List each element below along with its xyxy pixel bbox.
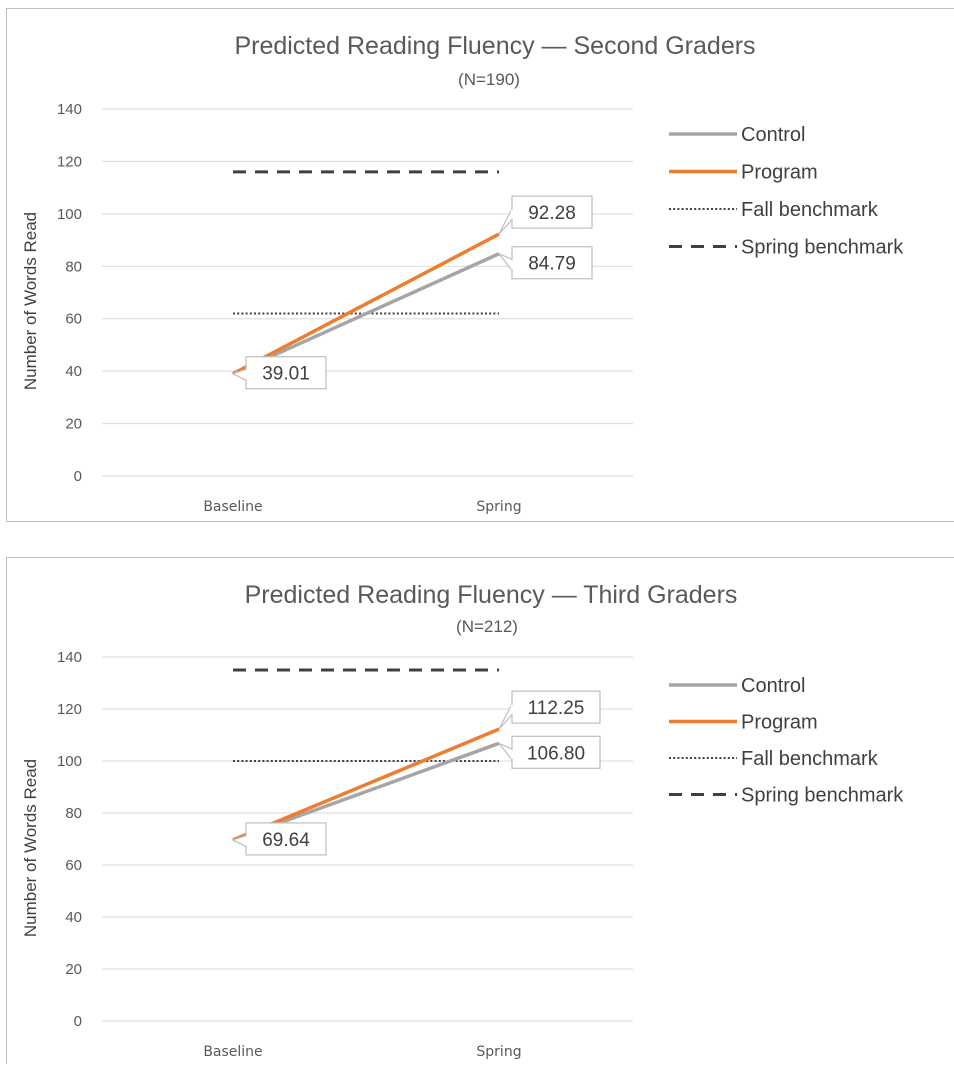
legend-label: Control <box>741 124 805 146</box>
y-tick-label: 20 <box>65 416 82 433</box>
legend-label: Program <box>741 162 818 184</box>
chart-title: Predicted Reading Fluency — Second Grade… <box>234 32 755 60</box>
legend: Control Program Fall benchmark Spring bench… <box>669 124 904 259</box>
legend-item-spring-benchmark: Spring benchmark <box>669 237 904 259</box>
data-label-text: 112.25 <box>528 698 585 719</box>
x-tick-label: Spring <box>476 1044 521 1060</box>
x-tick-label: Baseline <box>203 1044 262 1060</box>
y-tick-label: 40 <box>65 363 82 380</box>
x-tick-label: Baseline <box>203 499 262 515</box>
chart-subtitle: (N=212) <box>456 617 518 636</box>
legend: Control Program Fall benchmark Spring bench… <box>669 675 904 807</box>
series-line-program <box>232 727 500 842</box>
data-label: 39.01 <box>231 356 327 390</box>
data-labels: 112.25 106.80 69.64 <box>231 690 601 856</box>
y-tick-label: 140 <box>57 101 82 118</box>
series-line-control <box>232 252 500 376</box>
legend-label: Spring benchmark <box>741 237 904 259</box>
y-tick-label: 100 <box>57 206 82 223</box>
legend-item-fall-benchmark: Fall benchmark <box>669 748 879 770</box>
y-tick-label: 80 <box>65 258 82 275</box>
legend-label: Fall benchmark <box>741 748 879 770</box>
legend-item-control: Control <box>669 124 805 146</box>
legend-label: Fall benchmark <box>741 199 879 221</box>
y-tick-label: 80 <box>65 805 82 822</box>
y-tick-labels: 0 20 40 60 80 100 120 140 <box>57 101 82 485</box>
legend-label: Program <box>741 712 818 734</box>
legend-label: Spring benchmark <box>741 785 904 807</box>
y-tick-label: 100 <box>57 753 82 770</box>
legend-item-program: Program <box>669 162 818 184</box>
data-label-text: 92.28 <box>528 203 576 224</box>
legend-item-program: Program <box>669 712 818 734</box>
legend-label: Control <box>741 675 805 697</box>
y-tick-label: 0 <box>74 468 82 485</box>
y-axis-label: Number of Words Read <box>21 212 40 390</box>
x-tick-label: Spring <box>476 499 521 515</box>
legend-item-spring-benchmark: Spring benchmark <box>669 785 904 807</box>
legend-item-fall-benchmark: Fall benchmark <box>669 199 879 221</box>
series-line-program <box>232 232 500 376</box>
chart-svg: Predicted Reading Fluency — Second Grade… <box>21 32 904 515</box>
data-label-text: 84.79 <box>528 254 576 275</box>
y-tick-label: 120 <box>57 701 82 718</box>
y-axis-label: Number of Words Read <box>21 759 40 937</box>
y-tick-label: 0 <box>74 1013 82 1030</box>
data-label-text: 69.64 <box>262 830 310 851</box>
data-labels: 92.28 84.79 39.01 <box>231 195 593 390</box>
y-tick-label: 140 <box>57 649 82 666</box>
x-tick-labels: Baseline Spring <box>203 499 521 515</box>
chart-title: Predicted Reading Fluency — Third Grader… <box>245 581 738 609</box>
data-label: 106.80 <box>498 735 601 769</box>
y-tick-label: 60 <box>65 857 82 874</box>
y-tick-label: 20 <box>65 961 82 978</box>
gridlines <box>102 108 633 477</box>
chart-svg: Predicted Reading Fluency — Third Grader… <box>21 581 904 1060</box>
series-lines <box>232 170 500 376</box>
legend-item-control: Control <box>669 675 805 697</box>
y-tick-labels: 0 20 40 60 80 100 120 140 <box>57 649 82 1030</box>
y-tick-label: 60 <box>65 311 82 328</box>
chart-second-graders: Predicted Reading Fluency — Second Grade… <box>6 8 954 522</box>
data-label-text: 106.80 <box>527 743 585 764</box>
data-label: 84.79 <box>498 246 593 280</box>
y-tick-label: 40 <box>65 909 82 926</box>
x-tick-labels: Baseline Spring <box>203 1044 521 1060</box>
series-lines <box>232 668 500 842</box>
data-label-text: 39.01 <box>262 364 310 385</box>
data-label: 92.28 <box>498 195 593 235</box>
chart-subtitle: (N=190) <box>458 70 520 89</box>
data-label: 69.64 <box>231 822 327 856</box>
chart-third-graders: Predicted Reading Fluency — Third Grader… <box>6 557 954 1064</box>
data-label: 112.25 <box>498 690 601 730</box>
y-tick-label: 120 <box>57 153 82 170</box>
